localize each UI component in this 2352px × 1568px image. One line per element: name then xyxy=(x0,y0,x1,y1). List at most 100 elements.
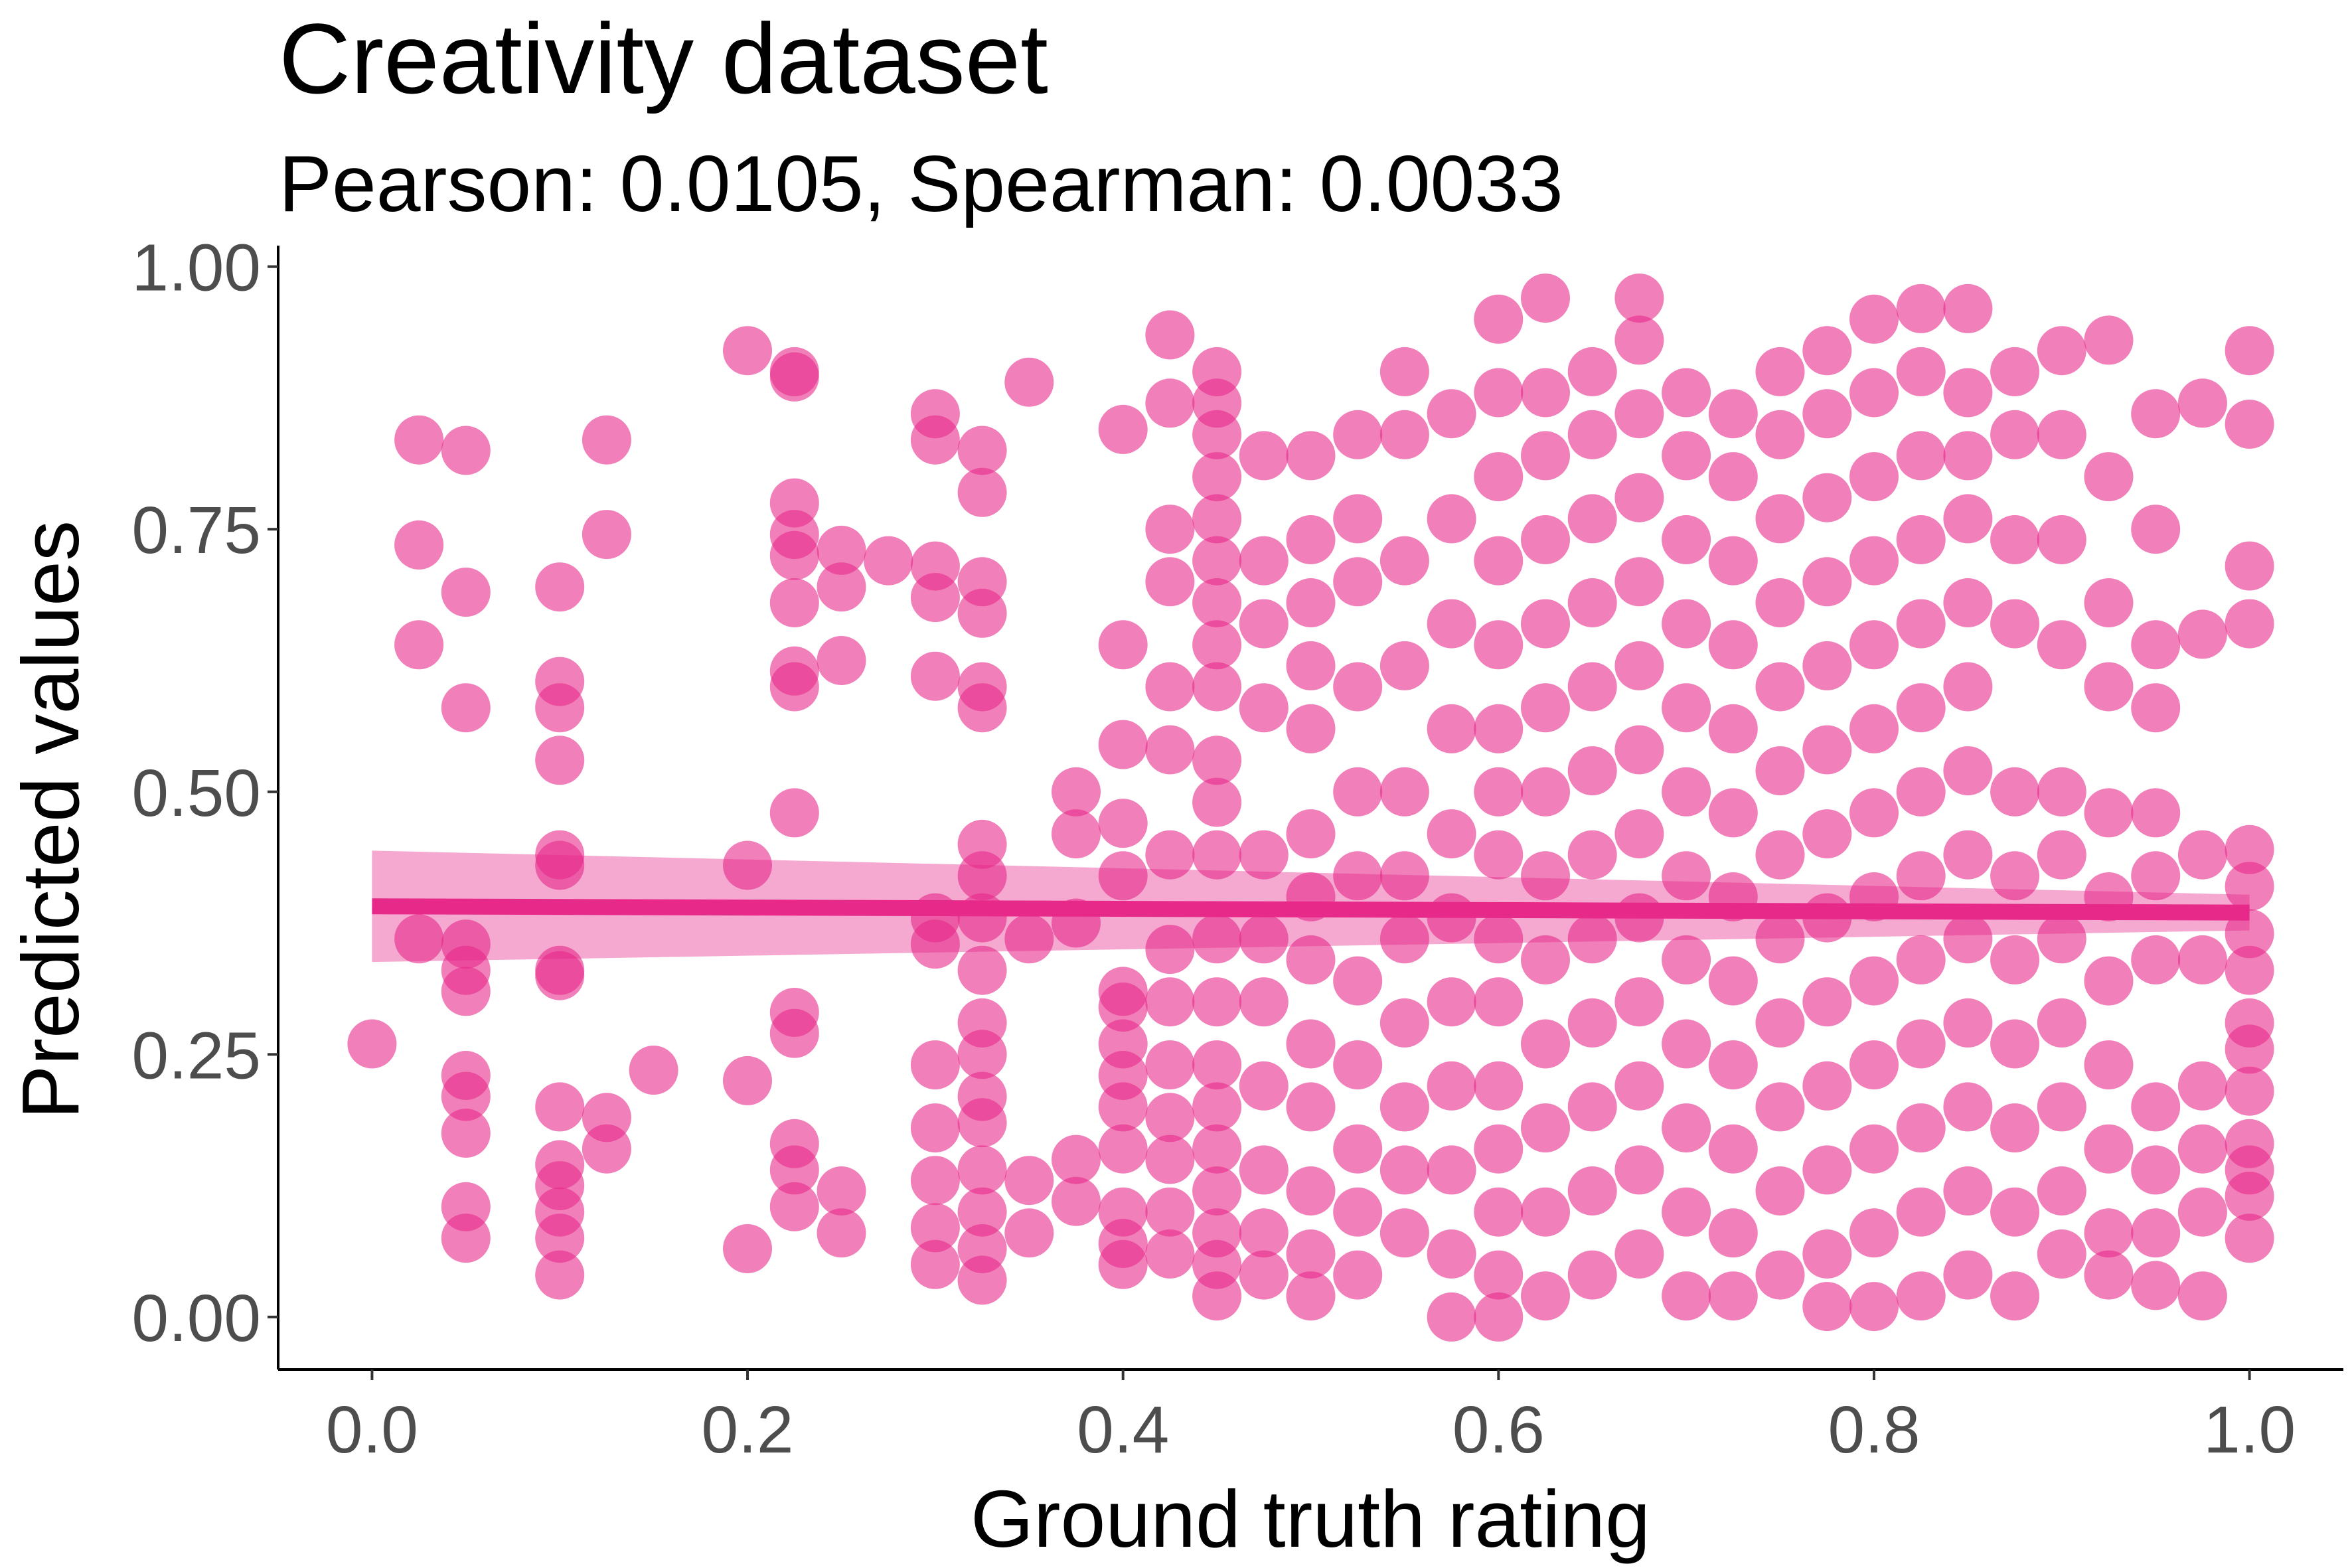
data-point xyxy=(1474,1292,1524,1342)
data-point xyxy=(723,326,772,376)
data-point xyxy=(2037,1082,2086,1132)
data-point xyxy=(2131,851,2181,901)
data-point xyxy=(1004,357,1054,407)
data-point xyxy=(1849,704,1899,753)
data-point xyxy=(1427,1145,1476,1195)
data-point xyxy=(441,568,491,617)
data-point xyxy=(1286,1229,1336,1279)
data-point xyxy=(1379,914,1429,964)
data-point xyxy=(535,562,585,612)
data-point xyxy=(2131,1261,2181,1310)
data-point xyxy=(2131,1145,2181,1195)
data-point xyxy=(1943,746,1993,796)
data-point xyxy=(769,530,819,580)
data-point xyxy=(2084,1250,2134,1300)
data-point xyxy=(1239,683,1289,733)
data-point xyxy=(1286,1019,1336,1069)
data-point xyxy=(1286,515,1336,564)
x-tick-label: 0.2 xyxy=(702,1393,794,1467)
y-tick-label: 0.50 xyxy=(131,756,261,830)
data-point xyxy=(864,536,913,586)
data-point xyxy=(1145,557,1195,607)
data-point xyxy=(1239,977,1289,1027)
x-axis-ticks: 0.0 0.2 0.4 0.6 0.8 1.0 xyxy=(326,1370,2296,1467)
data-point xyxy=(1802,1229,1852,1279)
data-point xyxy=(1614,809,1664,859)
data-point xyxy=(1614,641,1664,690)
data-point xyxy=(1896,431,1946,481)
data-point xyxy=(535,1214,585,1263)
data-point xyxy=(1990,410,2040,459)
data-point xyxy=(1379,1145,1429,1195)
data-point xyxy=(957,1255,1007,1305)
data-point xyxy=(1427,1061,1476,1111)
y-tick-label: 0.75 xyxy=(131,493,261,568)
data-point xyxy=(1098,1124,1148,1174)
data-point xyxy=(1333,851,1383,901)
data-point xyxy=(1943,662,1993,712)
data-point xyxy=(394,520,444,570)
data-point xyxy=(910,1040,960,1090)
data-point xyxy=(2037,1166,2086,1215)
data-point xyxy=(817,1166,866,1215)
data-point xyxy=(1708,620,1758,670)
data-point xyxy=(441,683,491,733)
data-point xyxy=(2037,767,2086,817)
data-point xyxy=(1145,1040,1195,1090)
data-point xyxy=(1662,368,1711,418)
data-point xyxy=(2037,410,2086,459)
data-point xyxy=(957,1187,1007,1237)
data-point xyxy=(2084,662,2134,712)
data-point xyxy=(582,1124,631,1174)
data-point xyxy=(2084,315,2134,365)
data-point xyxy=(957,588,1007,638)
data-point xyxy=(535,840,585,890)
data-point xyxy=(910,1156,960,1206)
data-point xyxy=(1521,851,1570,901)
y-tick-label: 0.00 xyxy=(131,1281,261,1356)
data-point xyxy=(1802,1061,1852,1111)
data-point xyxy=(957,1098,1007,1148)
data-point xyxy=(535,683,585,733)
data-point xyxy=(1333,1187,1383,1237)
data-point xyxy=(1896,1187,1946,1237)
x-tick-label: 0.4 xyxy=(1077,1393,1169,1467)
data-point xyxy=(1098,620,1148,670)
data-point xyxy=(957,1145,1007,1195)
data-point xyxy=(1192,1124,1242,1174)
data-point xyxy=(1145,662,1195,712)
data-point xyxy=(1239,830,1289,880)
data-point xyxy=(1239,431,1289,481)
data-point xyxy=(1943,494,1993,544)
data-point xyxy=(347,1019,397,1069)
data-point xyxy=(1333,557,1383,607)
data-point xyxy=(1286,578,1336,627)
data-point xyxy=(1379,410,1429,459)
data-point xyxy=(1192,662,1242,712)
data-point xyxy=(1098,851,1148,901)
data-point xyxy=(1192,494,1242,544)
data-point xyxy=(441,967,491,1016)
data-point xyxy=(2225,909,2274,959)
data-point xyxy=(1755,830,1805,880)
data-point xyxy=(1614,1061,1664,1111)
data-point xyxy=(2084,1208,2134,1258)
data-point xyxy=(394,620,444,670)
chart-subtitle: Pearson: 0.0105, Spearman: 0.0033 xyxy=(279,139,1563,228)
data-point xyxy=(1474,1061,1524,1111)
data-point xyxy=(1567,914,1617,964)
data-point xyxy=(1849,452,1899,502)
data-point xyxy=(1567,1166,1617,1215)
data-point xyxy=(2225,1024,2274,1074)
data-point xyxy=(1333,767,1383,817)
data-point xyxy=(1990,851,2040,901)
x-tick-label: 0.0 xyxy=(326,1393,418,1467)
data-point xyxy=(394,415,444,465)
data-point xyxy=(2177,1061,2227,1111)
data-point xyxy=(1896,515,1946,564)
data-point xyxy=(1943,1250,1993,1300)
data-point xyxy=(910,1103,960,1153)
data-point xyxy=(817,525,866,575)
data-point xyxy=(1662,1187,1711,1237)
data-point xyxy=(1145,1135,1195,1184)
